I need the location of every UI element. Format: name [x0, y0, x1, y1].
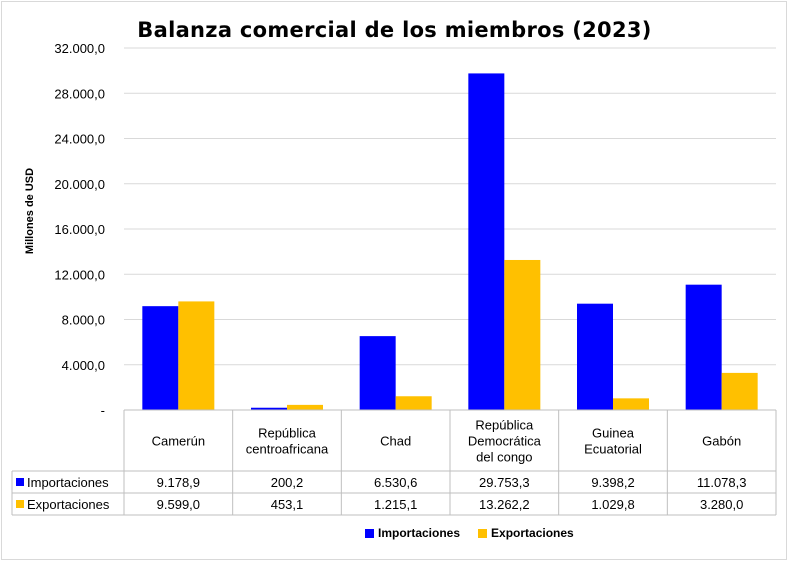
table-cell-value: 13.262,2 [479, 497, 530, 512]
legend-item-importaciones: Importaciones [365, 526, 460, 540]
y-tick-label: 28.000,0 [54, 86, 105, 101]
category-label: Democrática [468, 434, 542, 449]
bar-importaciones-1 [251, 407, 287, 410]
category-label: Ecuatorial [584, 442, 642, 457]
table-cell-value: 1.215,1 [374, 497, 417, 512]
table-cell-value: 9.178,9 [157, 475, 200, 490]
chart-title: Balanza comercial de los miembros (2023) [137, 18, 652, 42]
category-label: República [475, 418, 534, 433]
bar-importaciones-0 [142, 306, 179, 410]
bar-exportaciones-5 [721, 372, 758, 410]
legend-label-importaciones: Importaciones [378, 526, 461, 540]
bar-importaciones-5 [685, 284, 722, 410]
category-label: del congo [476, 450, 532, 465]
bar-exportaciones-3 [504, 259, 541, 410]
legend: Importaciones Exportaciones [365, 526, 574, 540]
table-cell-value: 11.078,3 [697, 475, 747, 490]
table-row-label: Exportaciones [27, 497, 110, 512]
category-label: Guinea [592, 426, 635, 441]
category-label: Gabón [702, 434, 741, 449]
y-tick-label: 8.000,0 [62, 313, 105, 328]
y-tick-label: 12.000,0 [54, 267, 105, 282]
y-tick-label: 32.000,0 [54, 41, 105, 56]
bar-exportaciones-1 [287, 404, 323, 410]
bar-exportaciones-0 [178, 301, 215, 410]
table-cell-value: 200,2 [271, 475, 304, 490]
category-label: Camerún [152, 434, 205, 449]
bar-exportaciones-2 [395, 396, 432, 410]
y-tick-label: 24.000,0 [54, 132, 105, 147]
table-key-importaciones [16, 478, 24, 486]
table-row-label: Importaciones [27, 475, 109, 490]
y-tick-label: 16.000,0 [54, 222, 105, 237]
legend-label-exportaciones: Exportaciones [491, 526, 574, 540]
table-cell-value: 9.599,0 [157, 497, 200, 512]
y-tick-label: - [101, 403, 105, 418]
bar-importaciones-2 [359, 336, 396, 410]
table-cell-value: 9.398,2 [591, 475, 634, 490]
table-cell-value: 6.530,6 [374, 475, 417, 490]
y-tick-label: 20.000,0 [54, 177, 105, 192]
bar-importaciones-4 [577, 303, 613, 410]
legend-item-exportaciones: Exportaciones [478, 526, 574, 540]
category-label: Chad [380, 434, 411, 449]
category-label: República [258, 426, 317, 441]
table-cell-value: 3.280,0 [700, 497, 743, 512]
legend-swatch-exportaciones [478, 528, 488, 538]
table-cell-value: 1.029,8 [591, 497, 634, 512]
table-key-exportaciones [16, 500, 24, 508]
legend-swatch-importaciones [365, 528, 374, 538]
bar-importaciones-3 [468, 73, 505, 410]
table-cell-value: 29.753,3 [479, 475, 530, 490]
bar-exportaciones-4 [613, 398, 649, 410]
category-label: centroafricana [246, 442, 329, 457]
table-cell-value: 453,1 [271, 497, 304, 512]
y-tick-label: 4.000,0 [62, 358, 105, 373]
